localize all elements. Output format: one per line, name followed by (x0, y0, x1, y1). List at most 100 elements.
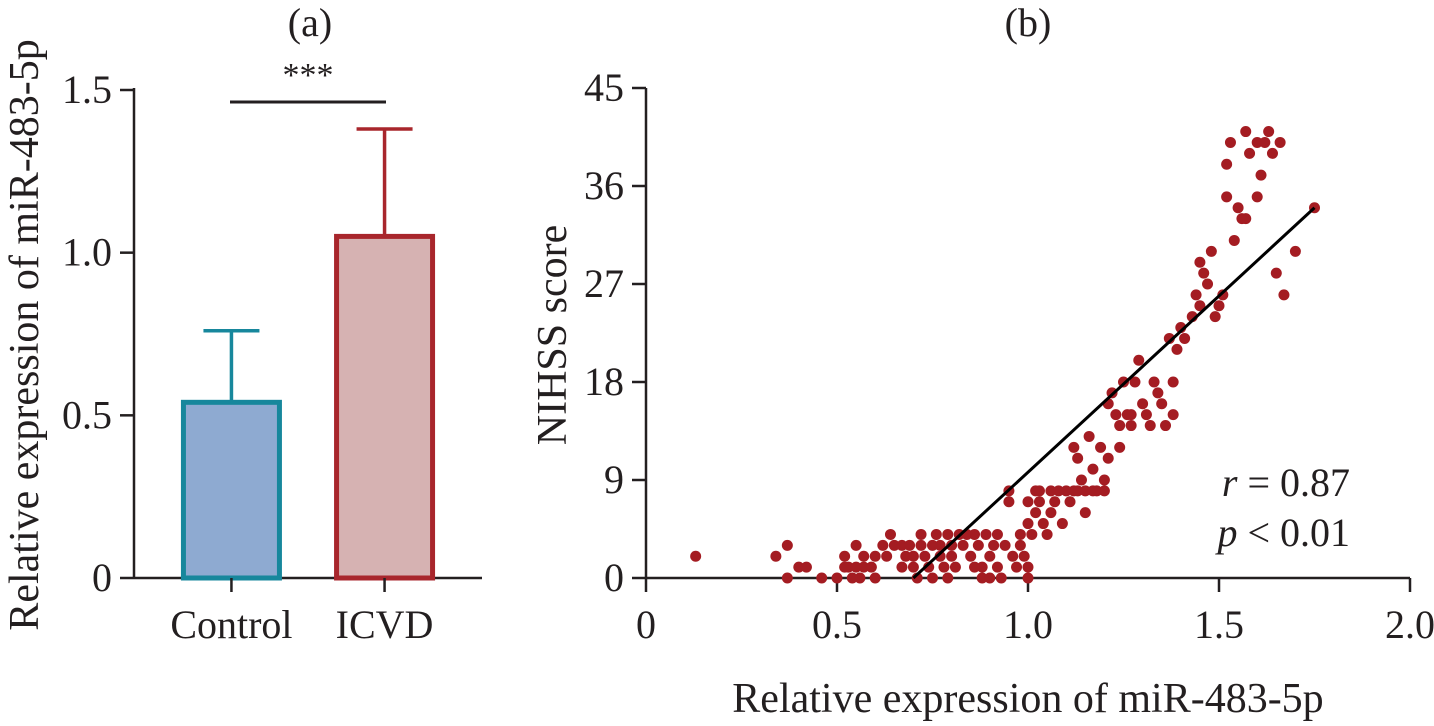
scatter-point (869, 572, 881, 584)
scatter-point (1098, 485, 1110, 497)
scatter-point (831, 572, 843, 584)
scatter-point (1148, 376, 1160, 388)
scatter-point (781, 572, 793, 584)
scatter-point (1278, 289, 1290, 301)
scatter-point (1202, 278, 1214, 290)
scatter-point (1056, 518, 1068, 530)
scatter-point (1114, 441, 1126, 453)
scatter-point (1079, 485, 1091, 497)
panel-a-y-ticks: 0 0.5 1.0 1.5 (62, 67, 134, 600)
scatter-point (1232, 202, 1244, 214)
scatter-point (969, 528, 981, 540)
scatter-point (1244, 147, 1256, 159)
panel-b-y-tick-label: 18 (584, 359, 624, 404)
scatter-point (927, 572, 938, 584)
scatter-point (1240, 126, 1252, 138)
scatter-point (1033, 496, 1045, 508)
scatter-point (1045, 485, 1057, 497)
scatter-point (1026, 528, 1038, 540)
scatter-point (915, 528, 927, 540)
scatter-point (1049, 496, 1061, 508)
scatter-point (1133, 354, 1145, 366)
scatter-point (850, 561, 862, 573)
scatter-point (800, 561, 812, 573)
scatter-point (1221, 191, 1233, 203)
panel-a: (a) Relative expression of miR-483-5p 00… (2, 0, 482, 647)
scatter-point (1014, 528, 1026, 540)
scatter-point (1007, 550, 1019, 562)
scatter-point (690, 550, 702, 562)
panel-b-y-tick-label: 0 (604, 555, 624, 600)
scatter-point (881, 550, 893, 562)
panel-b-points (690, 126, 1320, 584)
panel-a-y-tick-label: 0.5 (62, 392, 112, 437)
scatter-point (1217, 289, 1229, 301)
scatter-point (850, 539, 862, 551)
scatter-point (858, 561, 870, 573)
bar-icvd (334, 233, 436, 581)
correlation-r: r = 0.87 (1222, 460, 1350, 505)
scatter-point (1194, 300, 1206, 312)
p-value: < 0.01 (1237, 510, 1350, 555)
scatter-point (842, 561, 854, 573)
scatter-point (984, 572, 996, 584)
scatter-point (1129, 376, 1141, 388)
scatter-point (965, 550, 977, 562)
panel-b-y-tick-label: 27 (584, 261, 624, 306)
significance-stars: *** (283, 57, 334, 94)
scatter-point (1194, 256, 1206, 268)
panel-b-x-tick-label: 1.5 (1194, 602, 1244, 647)
panel-b-x-ticks: 0 0.5 1.0 1.5 2.0 (636, 578, 1434, 647)
scatter-point (976, 572, 988, 584)
scatter-point (1179, 332, 1191, 344)
scatter-point (991, 528, 1003, 540)
scatter-point (930, 528, 942, 540)
scatter-point (1198, 267, 1210, 279)
scatter-point (1053, 485, 1065, 497)
scatter-point (946, 550, 958, 562)
scatter-point (1240, 213, 1252, 225)
p-symbol: p (1214, 510, 1237, 555)
scatter-point (995, 572, 1007, 584)
scatter-point (1160, 420, 1172, 432)
scatter-point (1030, 507, 1042, 519)
scatter-point (999, 539, 1011, 551)
scatter-point (1011, 561, 1023, 573)
scatter-point (1110, 409, 1122, 421)
scatter-point (896, 539, 908, 551)
scatter-point (1140, 409, 1152, 421)
scatter-point (923, 561, 935, 573)
scatter-point (1014, 539, 1026, 551)
scatter-point (1213, 300, 1225, 312)
scatter-point (1274, 136, 1286, 148)
panel-a-y-tick-label: 1.0 (62, 230, 112, 275)
scatter-point (1156, 398, 1168, 410)
scatter-point (1251, 191, 1263, 203)
scatter-point (1022, 561, 1034, 573)
scatter-point (988, 539, 1000, 551)
scatter-point (1079, 507, 1091, 519)
panel-b: (b) NIHSS score Relative expression of m… (530, 0, 1434, 722)
scatter-point (1205, 245, 1217, 257)
panel-a-x-tick-label: ICVD (336, 602, 434, 647)
scatter-point (869, 550, 881, 562)
scatter-point (1228, 234, 1240, 246)
panel-b-y-tick-label: 45 (584, 65, 624, 110)
scatter-point (1251, 136, 1263, 148)
scatter-point (907, 550, 919, 562)
scatter-point (907, 561, 919, 573)
panel-b-y-tick-label: 36 (584, 163, 624, 208)
panel-a-y-axis-label: Relative expression of miR-483-5p (2, 39, 48, 630)
scatter-point (1259, 136, 1271, 148)
scatter-point (919, 550, 931, 562)
scatter-point (1091, 485, 1103, 497)
scatter-point (1190, 289, 1202, 301)
scatter-point (1167, 409, 1179, 421)
scatter-point (1270, 267, 1282, 279)
scatter-point (1125, 420, 1137, 432)
scatter-point (884, 528, 896, 540)
panel-b-x-axis-label: Relative expression of miR-483-5p (732, 676, 1323, 722)
scatter-point (1224, 136, 1236, 148)
scatter-point (1095, 441, 1107, 453)
panel-b-x-tick-label: 0 (636, 602, 656, 647)
